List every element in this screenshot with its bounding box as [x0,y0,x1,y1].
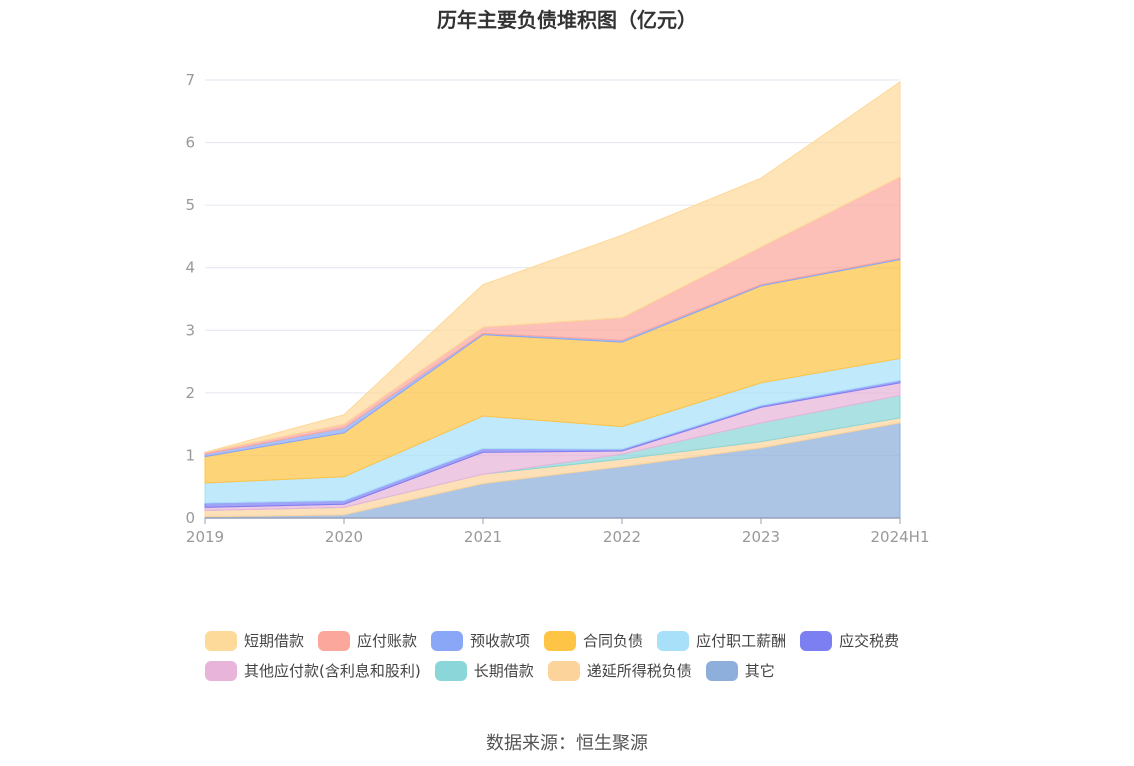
legend-label: 长期借款 [473,662,534,680]
legend-swatch [800,630,833,651]
x-tick-label: 2021 [464,528,502,546]
legend-item[interactable]: 其他应付款(含利息和股利) [205,660,421,681]
legend-item[interactable]: 应付账款 [318,630,417,651]
legend-swatch [657,630,690,651]
legend-label: 预收款项 [470,632,531,650]
x-tick-label: 2023 [742,528,780,546]
area-series-短期借款[interactable] [204,80,901,453]
legend-label: 其他应付款(含利息和股利) [244,662,421,680]
legend-swatch [205,660,237,681]
x-tick-label: 2020 [325,528,363,546]
legend-swatch [705,660,738,681]
legend-item[interactable]: 短期借款 [205,630,304,651]
legend-item[interactable]: 应交税费 [800,630,899,651]
legend-item[interactable]: 长期借款 [434,660,534,681]
legend-row: 短期借款 应付账款 预收款项 合同负债 应付职工薪酬 应交税费 [205,630,965,651]
x-tick-label: 2022 [603,528,641,546]
legend-label: 应交税费 [839,632,900,650]
x-tick-label: 2019 [186,528,224,546]
y-tick-label: 2 [185,384,195,402]
legend-swatch [318,630,351,651]
y-tick-label: 6 [185,134,195,152]
legend-item[interactable]: 应付职工薪酬 [657,630,786,651]
legend-label: 短期借款 [244,632,305,650]
legend-swatch [547,660,580,681]
y-tick-label: 3 [185,321,195,339]
legend-label: 应付账款 [357,632,418,650]
legend-item[interactable]: 其它 [705,660,775,681]
x-tick-label: 2024H1 [871,528,930,546]
legend-item[interactable]: 递延所得税负债 [547,660,692,681]
legend-label: 递延所得税负债 [586,662,692,680]
y-tick-label: 0 [185,509,195,527]
legend-item[interactable]: 预收款项 [431,630,530,651]
legend-swatch [205,630,237,651]
area-series[interactable] [204,80,901,519]
legend-label: 应付职工薪酬 [696,632,787,650]
legend-swatch [434,660,467,681]
legend-label: 合同负债 [583,632,644,650]
chart-title: 历年主要负债堆积图（亿元） [437,8,697,32]
y-tick-label: 1 [185,446,195,464]
legend-swatch [544,630,577,651]
data-source-note: 数据来源：恒生聚源 [486,733,648,754]
y-tick-label: 5 [185,196,195,214]
legend-label: 其它 [744,662,775,680]
legend: 短期借款 应付账款 预收款项 合同负债 应付职工薪酬 应交税费其他应付款(含利息和股利) 长… [205,630,965,690]
stacked-area-chart: 0 1 2 3 4 5 6 7 2019 2020 2021 2022 2023 2024H1 [185,71,929,546]
legend-item[interactable]: 合同负债 [544,630,643,651]
legend-row: 其他应付款(含利息和股利) 长期借款 递延所得税负债 其它 [205,660,965,681]
axes: 0 1 2 3 4 5 6 7 2019 2020 2021 2022 2023 2024H1 [185,71,929,546]
legend-swatch [431,630,464,651]
y-tick-label: 7 [185,71,195,89]
y-tick-label: 4 [185,259,195,277]
